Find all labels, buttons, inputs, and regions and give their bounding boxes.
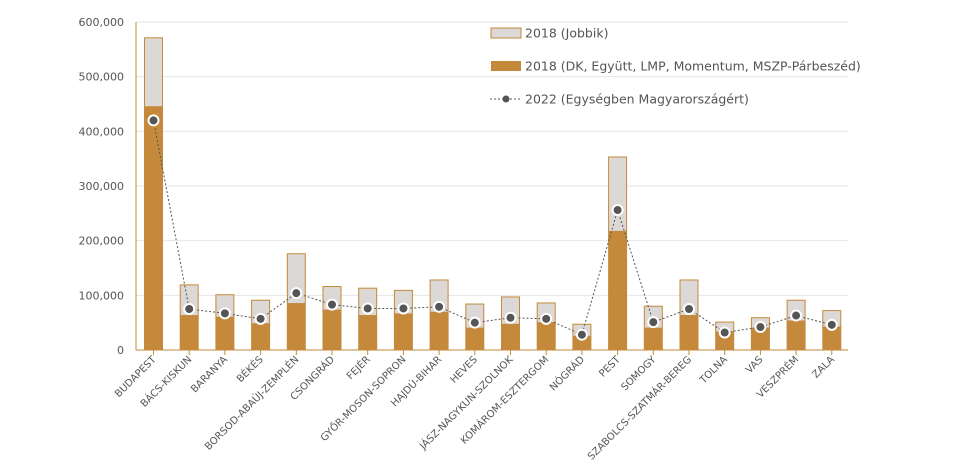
point-2022 — [540, 312, 553, 325]
bar-opposition-2018 — [679, 315, 699, 350]
point-2022 — [754, 321, 767, 334]
bar-opposition-2018 — [750, 328, 770, 350]
legend-label: 2018 (DK, Együtt, LMP, Momentum, MSZP-Pá… — [525, 59, 861, 74]
y-axis: 0 100,000 200,000 300,000 400,000 500,000 600,… — [79, 16, 125, 357]
y-tick-label: 0 — [117, 344, 124, 357]
point-2022 — [575, 328, 588, 341]
x-tick-label: FEJÉR — [344, 353, 373, 382]
bar-opposition-2018 — [251, 323, 271, 350]
x-tick-label: HEVES — [449, 354, 480, 385]
x-tick-label: BARANYA — [189, 354, 230, 395]
bar-opposition-2018 — [501, 324, 520, 350]
point-2022 — [504, 311, 517, 324]
bar-opposition-2018 — [715, 331, 735, 350]
x-tick-label: TOLNA — [697, 354, 730, 387]
bar-opposition-2018 — [786, 321, 806, 350]
x-tick-label: ZALA — [811, 354, 838, 381]
point-2022 — [718, 326, 731, 339]
x-tick-label: BÉKÉS — [234, 353, 266, 385]
series-line-2022 — [153, 120, 832, 336]
point-2022 — [254, 312, 267, 325]
legend-swatch — [491, 61, 521, 71]
y-tick-label: 300,000 — [79, 180, 125, 193]
bars — [144, 37, 842, 350]
bar-opposition-2018 — [322, 310, 342, 350]
point-2022 — [290, 287, 303, 300]
point-2022 — [433, 300, 446, 313]
x-tick-label: VAS — [744, 354, 765, 375]
legend-label: 2022 (Egységben Magyarországért) — [525, 92, 749, 107]
y-tick-label: 100,000 — [79, 289, 125, 302]
point-2022 — [183, 303, 196, 315]
bar-opposition-2018 — [215, 317, 235, 350]
point-2022 — [825, 318, 838, 331]
legend-label: 2018 (Jobbik) — [525, 26, 608, 41]
legend-swatch — [490, 27, 522, 39]
point-2022 — [326, 298, 338, 311]
point-2022 — [647, 316, 660, 329]
bar-opposition-2018 — [358, 315, 378, 350]
bar-opposition-2018 — [465, 328, 485, 350]
point-2022 — [611, 204, 624, 217]
legend: 2018 (Jobbik) 2018 (DK, Együtt, LMP, Mome… — [490, 26, 861, 107]
bar-opposition-2018 — [643, 328, 663, 350]
y-tick-label: 200,000 — [79, 235, 125, 248]
bar-jobbik-2018 — [144, 37, 163, 108]
bar-opposition-2018 — [572, 336, 592, 350]
point-2022 — [218, 307, 231, 320]
point-2022 — [361, 302, 374, 315]
x-tick-label: NÓGRÁD — [547, 353, 588, 394]
y-gridlines — [136, 21, 848, 296]
point-2022 — [468, 316, 481, 329]
y-tick-label: 500,000 — [79, 71, 125, 84]
bar-opposition-2018 — [536, 322, 556, 350]
bar-opposition-2018 — [822, 327, 842, 350]
point-2022 — [683, 303, 695, 315]
y-tick-label: 600,000 — [79, 16, 125, 29]
point-2022 — [790, 309, 803, 322]
bar-opposition-2018 — [608, 231, 628, 350]
series-points-2022 — [147, 114, 838, 341]
bar-jobbik-2018 — [608, 156, 628, 232]
bar-opposition-2018 — [429, 312, 449, 350]
bar-opposition-2018 — [393, 313, 413, 350]
legend-marker — [502, 95, 510, 103]
bar-opposition-2018 — [144, 106, 163, 350]
point-2022 — [147, 114, 160, 127]
bar-opposition-2018 — [179, 315, 199, 350]
x-tick-label: PEST — [597, 354, 623, 380]
y-tick-label: 400,000 — [79, 125, 125, 138]
bar-opposition-2018 — [286, 303, 306, 350]
point-2022 — [397, 302, 410, 315]
